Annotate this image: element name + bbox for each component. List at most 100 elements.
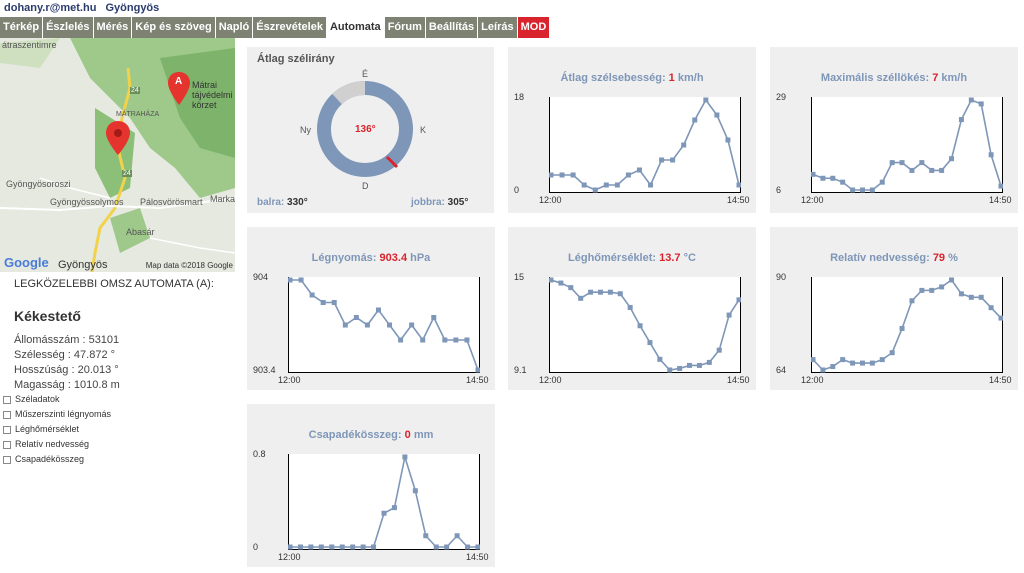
nav-tab-automata[interactable]: Automata xyxy=(326,17,385,38)
nav-tab-leiras[interactable]: Leírás xyxy=(478,17,518,38)
left-value: 330° xyxy=(287,197,308,208)
station-marker-a-icon[interactable] xyxy=(168,72,190,106)
data-point xyxy=(998,315,1003,321)
chart-title: Relatív nedvesség: 79 % xyxy=(770,252,1018,264)
data-point xyxy=(558,280,564,286)
nav-tab-eszrevetelek[interactable]: Észrevételek xyxy=(253,17,327,38)
chart-svg xyxy=(288,277,480,373)
data-point xyxy=(614,182,620,188)
nav-tab-kep-es-szoveg[interactable]: Kép és szöveg xyxy=(132,17,216,38)
checkbox-csapadek[interactable]: Csapadékösszeg xyxy=(3,452,111,467)
data-point xyxy=(318,544,324,550)
data-point xyxy=(811,357,816,363)
chart-current-value: 1 xyxy=(668,72,675,84)
nav-tab-beallitas[interactable]: Beállítás xyxy=(425,17,479,38)
chart-plot-area xyxy=(288,454,480,550)
dir-west: Ny xyxy=(300,125,311,135)
data-point xyxy=(433,544,439,550)
nav-tab-mod[interactable]: MOD xyxy=(517,17,551,38)
map-label-gyongyossolymos: Gyöngyössolymos xyxy=(50,197,124,207)
data-point xyxy=(909,167,915,173)
checkbox-label: Csapadékösszeg xyxy=(15,454,85,464)
chart-unit: % xyxy=(948,252,958,264)
data-point xyxy=(592,187,598,193)
series-line xyxy=(290,279,479,371)
chart-svg xyxy=(549,277,741,373)
x-start-label: 12:00 xyxy=(278,552,301,562)
data-point xyxy=(353,315,359,320)
checkbox-label: Széladatok xyxy=(15,394,60,404)
chart-axes xyxy=(549,277,741,373)
data-point xyxy=(929,167,935,173)
checkbox-box[interactable] xyxy=(3,395,11,404)
data-point xyxy=(706,359,712,365)
chart-plot-area xyxy=(811,277,1003,373)
data-point xyxy=(391,505,397,511)
chart-panel-pressure: Légnyomás: 903.4 hPa 904 903.4 12:00 14:50 xyxy=(247,227,495,390)
series-line xyxy=(550,279,740,371)
y-min-label: 64 xyxy=(776,365,787,375)
chart-current-value: 903.4 xyxy=(379,252,408,264)
data-point xyxy=(568,285,574,291)
data-point xyxy=(840,357,846,363)
right-value: 305° xyxy=(447,197,469,208)
data-point xyxy=(667,367,673,373)
chart-svg xyxy=(811,277,1003,373)
checkbox-szeladatok[interactable]: Széladatok xyxy=(3,392,111,407)
data-point xyxy=(820,175,826,181)
data-point xyxy=(899,325,905,331)
x-end-label: 14:50 xyxy=(727,375,750,385)
x-end-label: 14:50 xyxy=(989,195,1012,205)
chart-title-label: Maximális széllökés: xyxy=(820,72,930,84)
data-point xyxy=(588,289,594,295)
checkbox-box[interactable] xyxy=(3,455,11,464)
data-point xyxy=(726,312,732,318)
data-point xyxy=(968,294,974,300)
data-point xyxy=(696,362,702,368)
data-point xyxy=(350,544,356,550)
wind-direction-title: Átlag szélirány xyxy=(257,53,335,65)
checkbox-nedvesseg[interactable]: Relatív nedvesség xyxy=(3,437,111,452)
data-point xyxy=(288,544,293,550)
current-location-marker-icon[interactable] xyxy=(106,121,130,155)
data-point xyxy=(444,544,450,550)
data-point xyxy=(820,367,826,373)
left-label: balra: 330° xyxy=(257,197,308,208)
y-max-label: 0.8 xyxy=(253,449,266,459)
data-point xyxy=(889,160,895,166)
nav-tab-forum[interactable]: Fórum xyxy=(384,17,426,38)
data-point xyxy=(637,323,643,329)
user-email[interactable]: dohany.r@met.hu xyxy=(4,2,97,14)
checkbox-box[interactable] xyxy=(3,425,11,434)
chart-panel-precipitation: Csapadékösszeg: 0 mm 0.8 0 12:00 14:50 xyxy=(247,404,495,567)
checkbox-leghomerseklet[interactable]: Léghőmérséklet xyxy=(3,422,111,437)
right-label: jobbra: 305° xyxy=(411,197,468,208)
nav-tab-eszleles[interactable]: Észlelés xyxy=(43,17,94,38)
data-point xyxy=(850,360,856,366)
data-point xyxy=(465,544,471,550)
chart-current-value: 7 xyxy=(932,72,939,84)
chart-title: Léghőmérséklet: 13.7 °C xyxy=(508,252,756,264)
nav-tab-naplo[interactable]: Napló xyxy=(215,17,254,38)
google-logo: Google xyxy=(4,255,49,270)
location-map[interactable]: átraszentimre Mátrai tájvédelmi körzet M… xyxy=(0,38,235,272)
chart-axes xyxy=(549,97,741,193)
map-label-gyongyos: Gyöngyös xyxy=(58,259,108,271)
dir-south: D xyxy=(362,181,369,191)
chart-unit: km/h xyxy=(941,72,968,84)
data-point xyxy=(988,152,994,158)
checkbox-box[interactable] xyxy=(3,410,11,419)
station-latitude: Szélesség : 47.872 ° xyxy=(14,349,116,361)
x-end-label: 14:50 xyxy=(727,195,750,205)
data-point xyxy=(442,337,448,343)
data-point xyxy=(570,172,576,178)
nav-tab-meres[interactable]: Mérés xyxy=(93,17,133,38)
checkbox-label: Relatív nedvesség xyxy=(15,439,90,449)
data-point xyxy=(859,187,865,193)
checkbox-legnyomas[interactable]: Műszerszinti légnyomás xyxy=(3,407,111,422)
chart-axes xyxy=(288,277,480,373)
checkbox-box[interactable] xyxy=(3,440,11,449)
chart-title: Maximális széllökés: 7 km/h xyxy=(770,72,1018,84)
data-point xyxy=(617,291,623,297)
nav-tab-terkep[interactable]: Térkép xyxy=(0,17,44,38)
